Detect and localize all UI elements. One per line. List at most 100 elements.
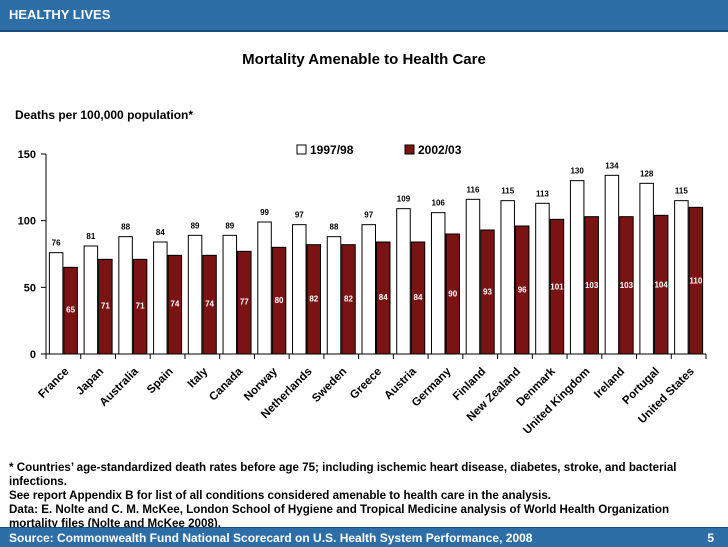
bar-2002-03 — [688, 206, 704, 355]
bar-2002-03 — [410, 241, 426, 355]
x-category-label: Spain — [145, 366, 176, 397]
bar-2002-03 — [653, 214, 669, 355]
y-tick-label: 100 — [18, 216, 36, 228]
y-tick-label: 50 — [24, 282, 36, 294]
data-label-2002-03: 104 — [654, 280, 668, 289]
data-label-1997-98: 113 — [536, 189, 549, 198]
bar-1997-98 — [118, 236, 133, 355]
x-category-label: Italy — [186, 365, 211, 390]
bar-1997-98 — [639, 182, 654, 355]
bar-1997-98 — [465, 198, 481, 355]
bar-chart: 0 50 100 150 76 65 France 81 71 Japan 88 71 Australi… — [18, 143, 707, 437]
y-tick-label: 0 — [30, 349, 36, 361]
legend-swatch-1997-98 — [296, 144, 307, 155]
bar-2002-03 — [167, 254, 183, 355]
bar-2002-03 — [237, 250, 252, 355]
x-category-label: Japan — [74, 366, 106, 398]
header-bar: HEALTHY LIVES — [0, 0, 728, 32]
data-label-2002-03: 74 — [170, 300, 179, 309]
bar-2002-03 — [341, 244, 356, 355]
data-label-2002-03: 110 — [689, 277, 702, 286]
bar-1997-98 — [48, 252, 64, 355]
legend-label-2002-03: 2002/03 — [418, 143, 462, 157]
x-category-label: Canada — [207, 365, 245, 403]
bar-2002-03 — [549, 218, 565, 355]
data-label-1997-98: 76 — [52, 239, 61, 248]
y-axis-label: Deaths per 100,000 population* — [15, 108, 194, 122]
data-label-2002-03: 96 — [518, 286, 527, 295]
bar-2002-03 — [306, 244, 322, 355]
bar-2002-03 — [63, 266, 78, 355]
x-category-label: United Kingdom — [521, 366, 592, 437]
chart-title: Mortality Amenable to Health Care — [242, 51, 486, 68]
bar-1997-98 — [569, 180, 585, 355]
data-label-1997-98: 115 — [501, 187, 514, 196]
data-label-2002-03: 71 — [101, 302, 110, 311]
data-label-2002-03: 82 — [309, 295, 318, 304]
bar-2002-03 — [202, 254, 217, 355]
section-label: HEALTHY LIVES — [9, 7, 111, 22]
legend-label-1997-98: 1997/98 — [310, 143, 354, 157]
x-category-label: Sweden — [310, 366, 349, 405]
data-label-2002-03: 103 — [585, 281, 599, 290]
bar-2002-03 — [619, 216, 634, 355]
data-label-1997-98: 89 — [225, 221, 234, 230]
data-label-2002-03: 84 — [379, 293, 388, 302]
data-label-1997-98: 106 — [432, 199, 446, 208]
bar-1997-98 — [604, 174, 620, 355]
bar-1997-98 — [396, 208, 411, 355]
bar-2002-03 — [132, 258, 148, 355]
data-label-2002-03: 82 — [344, 295, 353, 304]
data-label-2002-03: 65 — [66, 305, 75, 314]
data-label-2002-03: 93 — [483, 287, 492, 296]
data-label-1997-98: 88 — [121, 223, 130, 232]
data-label-2002-03: 80 — [275, 296, 284, 305]
x-category-label: Australia — [98, 365, 142, 409]
bar-2002-03 — [271, 246, 287, 355]
footnote-appendix: See report Appendix B for list of all co… — [9, 489, 552, 502]
bar-1997-98 — [83, 245, 99, 355]
bar-2002-03 — [514, 225, 530, 355]
data-label-2002-03: 103 — [620, 281, 634, 290]
data-label-2002-03: 77 — [240, 298, 249, 307]
data-label-1997-98: 128 — [640, 169, 654, 178]
data-label-1997-98: 109 — [397, 195, 411, 204]
data-label-1997-98: 84 — [156, 228, 165, 237]
legend-swatch-2002-03 — [404, 144, 415, 155]
bar-1997-98 — [187, 234, 203, 355]
data-label-1997-98: 130 — [570, 167, 584, 176]
bar-2002-03 — [480, 229, 495, 355]
bar-1997-98 — [292, 224, 307, 355]
data-label-1997-98: 115 — [675, 187, 688, 196]
data-label-1997-98: 97 — [364, 211, 373, 220]
bar-1997-98 — [222, 234, 238, 355]
x-category-label: France — [36, 366, 71, 401]
bar-1997-98 — [153, 241, 168, 355]
bar-2002-03 — [445, 233, 460, 355]
data-label-1997-98: 97 — [295, 211, 304, 220]
data-label-1997-98: 88 — [330, 223, 339, 232]
data-label-2002-03: 90 — [448, 289, 457, 298]
bar-1997-98 — [674, 200, 689, 355]
data-label-1997-98: 116 — [467, 185, 480, 194]
bar-1997-98 — [326, 236, 342, 355]
footer-bar: Source: Commonwealth Fund National Score… — [0, 527, 728, 547]
footnote-data-source: Data: E. Nolte and C. M. McKee, London S… — [9, 503, 670, 527]
footnote-definition: * Countries’ age-standardized death rate… — [9, 461, 677, 488]
bar-1997-98 — [361, 224, 376, 355]
data-label-2002-03: 74 — [205, 300, 214, 309]
bar-2002-03 — [98, 258, 113, 355]
y-tick-label: 150 — [18, 149, 36, 161]
data-label-1997-98: 134 — [605, 161, 619, 170]
bar-1997-98 — [500, 200, 515, 355]
data-label-1997-98: 99 — [260, 208, 269, 217]
page-number: 5 — [707, 531, 714, 545]
data-label-2002-03: 71 — [136, 302, 145, 311]
bar-1997-98 — [430, 212, 446, 355]
data-label-2002-03: 101 — [550, 282, 564, 291]
source-text: Source: Commonwealth Fund National Score… — [9, 531, 533, 545]
data-label-1997-98: 89 — [191, 221, 200, 230]
data-label-1997-98: 81 — [86, 232, 95, 241]
bar-2002-03 — [584, 216, 599, 355]
footnotes: * Countries’ age-standardized death rate… — [9, 461, 721, 527]
